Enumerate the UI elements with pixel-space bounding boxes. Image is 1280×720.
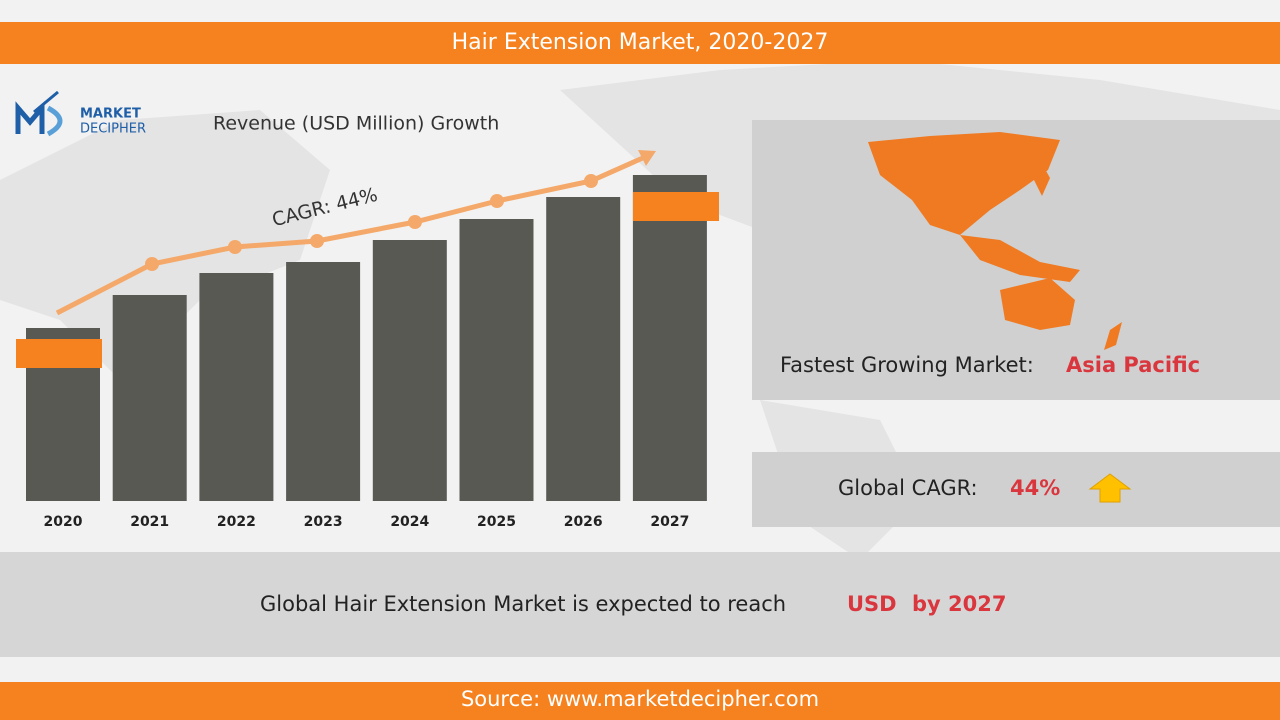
fastest-growing-value: Asia Pacific: [1066, 353, 1200, 377]
logo-text: DECIPHER: [80, 122, 146, 137]
logo: [15, 90, 63, 137]
bar: [286, 262, 361, 501]
cagr-panel: [752, 452, 1280, 527]
summary-currency: USD: [847, 592, 897, 616]
bar: [546, 197, 621, 501]
value-callout: [16, 339, 102, 368]
summary-suffix: by 2027: [912, 592, 1006, 616]
up-arrow-icon: [1088, 473, 1132, 503]
bar-group: [26, 175, 707, 501]
bar: [199, 273, 274, 501]
footer-band: [0, 682, 1280, 720]
x-tick-label: 2024: [390, 514, 429, 530]
trend-arrow: [55, 150, 656, 316]
summary-text: Global Hair Extension Market is expected…: [260, 592, 786, 616]
x-tick-label: 2020: [44, 514, 83, 530]
fastest-growing-label: Fastest Growing Market:: [780, 353, 1034, 377]
title: Hair Extension Market, 2020-2027: [452, 30, 829, 55]
x-tick-label: 2021: [130, 514, 169, 530]
x-tick-label: 2027: [650, 514, 689, 530]
header-band: [0, 22, 1280, 64]
source: Source: www.marketdecipher.com: [461, 687, 819, 711]
summary-band: [0, 552, 1280, 657]
bar: [372, 240, 447, 501]
x-tick-label: 2023: [304, 514, 343, 530]
chart-subtitle: Revenue (USD Million) Growth: [213, 113, 499, 135]
bar: [112, 295, 187, 501]
logo-text: MARKET: [80, 107, 141, 122]
bar: [632, 175, 707, 501]
asia-pacific-map: [868, 132, 1122, 350]
global-cagr-value: 44%: [1010, 476, 1060, 500]
x-tick-label: 2025: [477, 514, 516, 530]
x-tick-label: 2026: [564, 514, 603, 530]
bar: [459, 219, 534, 501]
value-callout: [633, 192, 719, 221]
global-cagr-label: Global CAGR:: [838, 476, 978, 500]
x-tick-label: 2022: [217, 514, 256, 530]
